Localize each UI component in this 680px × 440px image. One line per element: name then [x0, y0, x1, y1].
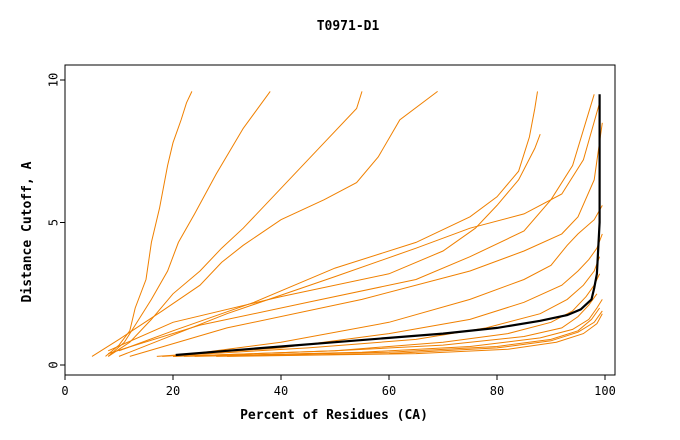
x-tick-label: 20	[166, 384, 180, 398]
highlight-layer	[175, 94, 601, 357]
x-axis-label: Percent of Residues (CA)	[240, 408, 428, 423]
y-tick-label: 0	[47, 361, 61, 368]
model-series-line	[129, 122, 603, 357]
model-series-line	[91, 91, 438, 357]
model-series-line	[118, 91, 538, 352]
model-series-line	[118, 102, 601, 357]
model-series-line	[226, 313, 603, 357]
model-series-line	[162, 256, 601, 357]
y-tick-label: 10	[47, 73, 61, 87]
model-series-line	[172, 293, 598, 357]
series-layer	[91, 91, 603, 357]
model-series-line	[105, 91, 193, 357]
model-series-line	[172, 205, 603, 357]
model-series-line	[194, 307, 601, 357]
y-tick-label: 5	[47, 219, 61, 226]
model-series-line	[107, 91, 271, 357]
model-series-line	[108, 94, 595, 355]
plot-frame	[64, 64, 616, 376]
model-series-line	[107, 91, 363, 357]
model-series-line	[107, 134, 541, 352]
axis-ticks: 0 20 40 60 80 100 0 5 10	[47, 73, 616, 398]
model-series-line	[156, 233, 603, 357]
x-tick-label: 80	[490, 384, 504, 398]
highlight-series-line	[175, 94, 601, 357]
chart-title: T0971-D1	[317, 19, 380, 34]
x-tick-label: 0	[61, 384, 68, 398]
x-tick-label: 60	[382, 384, 396, 398]
plot-area	[91, 91, 603, 357]
model-series-line	[172, 273, 601, 357]
x-tick-label: 40	[274, 384, 288, 398]
y-axis-label: Distance Cutoff, A	[20, 161, 35, 302]
x-tick-label: 100	[594, 384, 616, 398]
model-series-line	[183, 299, 603, 357]
